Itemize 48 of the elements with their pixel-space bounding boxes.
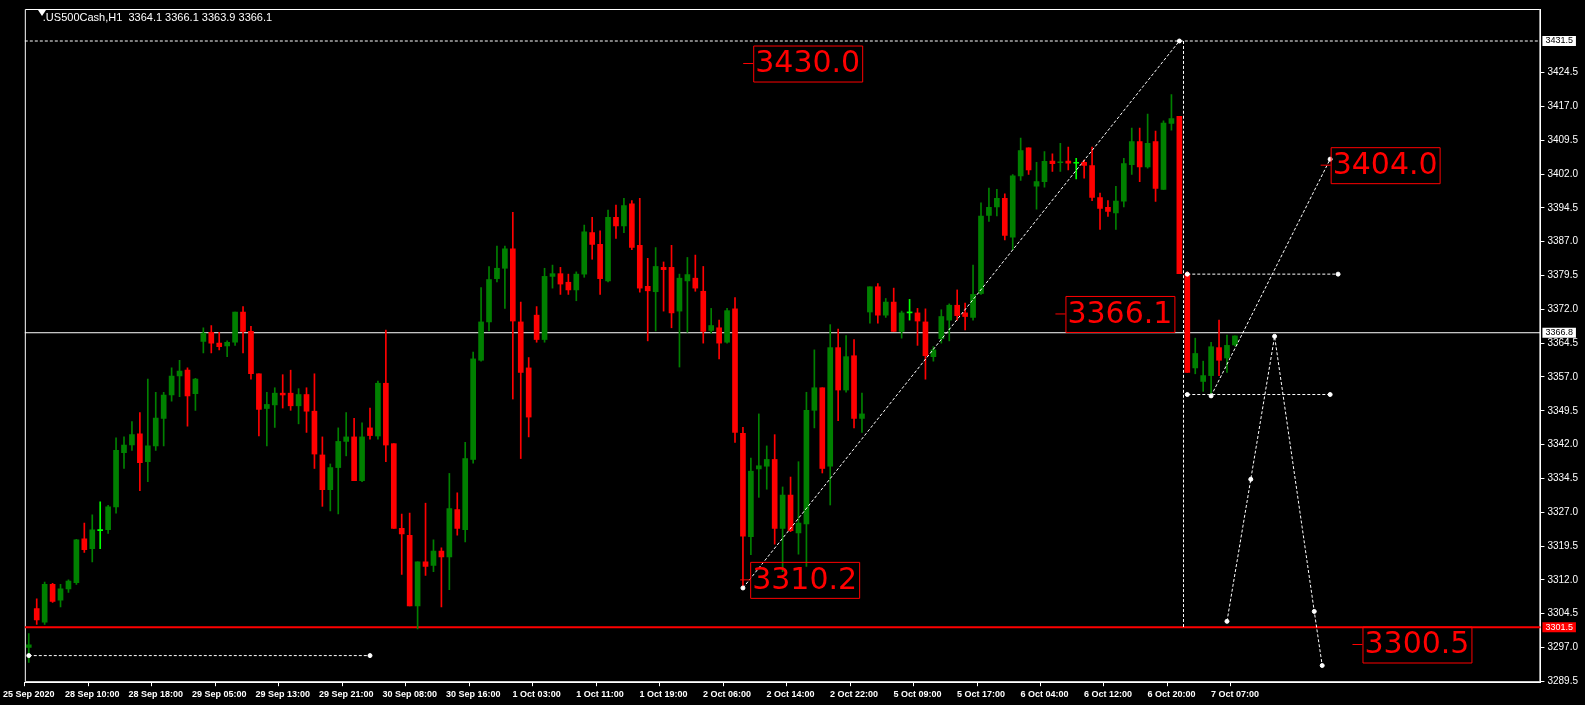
x-tick-label: 29 Sep 13:00 [255, 689, 310, 700]
x-tick-label: 6 Oct 04:00 [1020, 689, 1069, 700]
y-tick-label: 3342.0 [1547, 438, 1579, 450]
chart-title: .US500Cash,H1 3364.1 3366.1 3363.9 3366.1 [42, 11, 273, 24]
annotation: 3310.2 [752, 560, 858, 596]
x-tick-label: 29 Sep 21:00 [318, 689, 374, 700]
x-tick-label: 7 Oct 07:00 [1210, 689, 1259, 700]
y-tick-label: 3364.5 [1547, 336, 1579, 348]
y-tick-label: 3304.5 [1547, 607, 1579, 619]
y-tick-label: 3379.5 [1547, 269, 1579, 281]
annotation: 3430.0 [755, 44, 861, 80]
x-tick-label: 28 Sep 10:00 [64, 689, 120, 700]
x-tick-label: 2 Oct 22:00 [830, 689, 879, 700]
x-tick-label: 6 Oct 20:00 [1147, 689, 1196, 700]
ref-line-label: 3301.5 [1545, 621, 1573, 632]
y-tick-label: 3402.0 [1547, 167, 1579, 179]
annotation: 3366.1 [1067, 294, 1173, 330]
x-tick-label: 6 Oct 12:00 [1083, 689, 1132, 700]
y-tick-label: 3409.5 [1547, 133, 1579, 145]
x-tick-label: 30 Sep 16:00 [445, 689, 501, 700]
y-tick-label: 3424.5 [1547, 66, 1579, 78]
y-tick-label: 3334.5 [1547, 472, 1579, 484]
y-tick-label: 3357.0 [1547, 370, 1579, 382]
x-tick-label: 29 Sep 05:00 [191, 689, 247, 700]
y-tick-label: 3372.0 [1547, 303, 1579, 315]
annotation: 3404.0 [1332, 145, 1438, 181]
ref-line-label: 3366.8 [1545, 327, 1573, 338]
y-tick-label: 3417.0 [1547, 100, 1579, 112]
annotation: 3300.5 [1364, 625, 1470, 661]
x-tick-label: 30 Sep 08:00 [382, 689, 437, 700]
x-tick-label: 25 Sep 2020 [3, 689, 55, 700]
y-tick-label: 3394.5 [1547, 201, 1579, 213]
x-tick-label: 1 Oct 03:00 [512, 689, 561, 700]
x-tick-label: 28 Sep 18:00 [128, 689, 184, 700]
x-tick-label: 2 Oct 14:00 [766, 689, 815, 700]
y-tick-label: 3312.0 [1547, 573, 1579, 585]
x-tick-label: 1 Oct 19:00 [639, 689, 688, 700]
x-tick-label: 5 Oct 09:00 [893, 689, 942, 700]
x-tick-label: 2 Oct 06:00 [703, 689, 752, 700]
x-tick-label: 5 Oct 17:00 [956, 689, 1006, 700]
y-tick-label: 3297.0 [1547, 641, 1579, 653]
x-tick-label: 1 Oct 11:00 [576, 689, 624, 700]
y-tick-label: 3327.0 [1547, 505, 1579, 517]
ref-line-label: 3431.5 [1545, 35, 1573, 46]
y-tick-label: 3349.5 [1547, 404, 1579, 416]
y-tick-label: 3289.5 [1547, 675, 1579, 687]
y-tick-label: 3387.0 [1547, 235, 1579, 247]
y-tick-label: 3319.5 [1547, 539, 1579, 551]
